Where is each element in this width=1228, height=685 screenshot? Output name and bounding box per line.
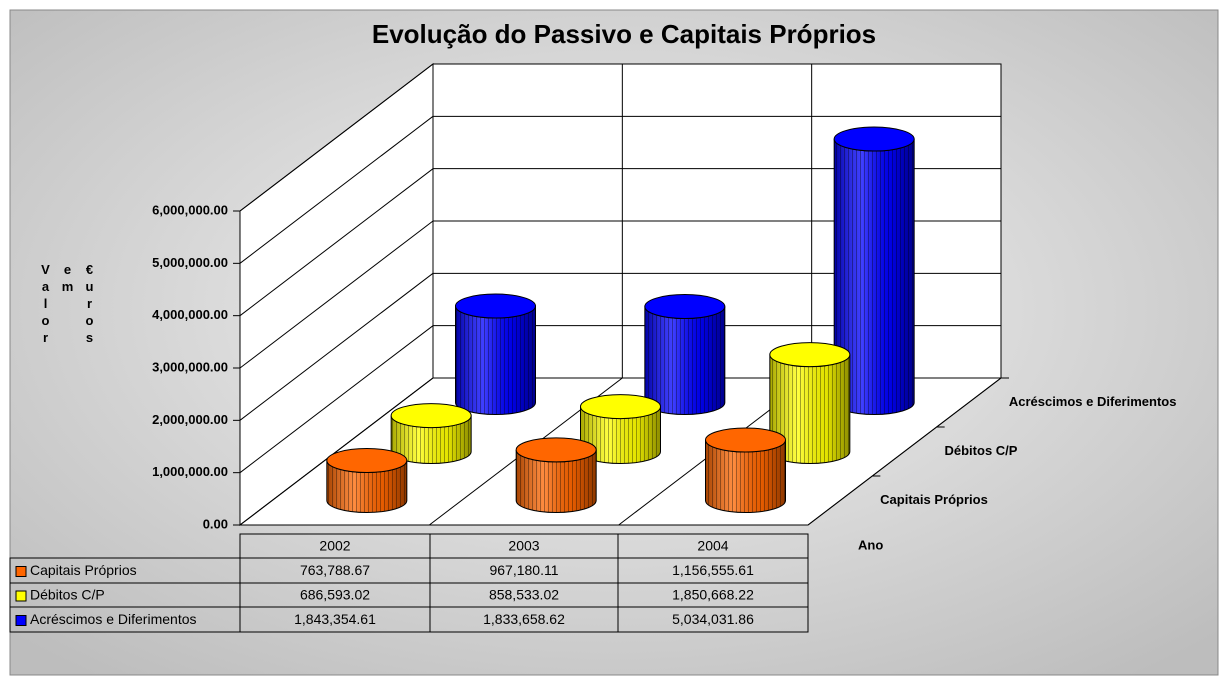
y-tick-label: 5,000,000.00 (152, 255, 228, 270)
x-tick-label: 2003 (508, 538, 539, 554)
y-tick-label: 2,000,000.00 (152, 412, 228, 427)
series-label: Acréscimos e Diferimentos (1009, 394, 1177, 409)
cylinder (390, 403, 472, 464)
legend-swatch (15, 590, 27, 602)
cylinder (455, 293, 536, 415)
grid-line (239, 220, 434, 369)
cylinder (769, 342, 851, 464)
legend-swatch (15, 615, 27, 626)
y-tick-label: 0.00 (203, 516, 228, 531)
legend-label: Débitos C/P (30, 587, 105, 603)
table-cell (617, 606, 809, 633)
cylinder-top (769, 342, 851, 368)
cylinder-top (326, 448, 408, 474)
grid-line (239, 63, 434, 212)
cylinder (644, 294, 726, 415)
grid-line (239, 115, 434, 264)
cylinder (705, 427, 786, 513)
x-tick-label: 2004 (697, 538, 728, 554)
cylinder-top (455, 293, 536, 319)
y-axis-label: Valor em €uros (38, 262, 97, 347)
cylinder-top (390, 403, 472, 429)
grid-line (239, 168, 434, 317)
axis-line (807, 377, 1002, 526)
grid-line (239, 377, 434, 526)
x-tick-label: 2002 (319, 538, 350, 554)
cylinder-top (833, 126, 915, 152)
chart-title: Evolução do Passivo e Capitais Próprios (372, 19, 876, 49)
series-label: Capitais Próprios (880, 492, 988, 507)
table-value: 686,593.02 (300, 587, 370, 603)
cylinder (580, 394, 661, 464)
legend-swatch (15, 566, 27, 577)
cylinder (326, 448, 408, 513)
table-value: 858,533.02 (489, 587, 559, 603)
legend-label: Acréscimos e Diferimentos (30, 611, 197, 627)
table-value: 1,843,354.61 (294, 611, 376, 627)
y-tick-label: 1,000,000.00 (152, 464, 228, 479)
table-value: 1,833,658.62 (483, 611, 565, 627)
x-axis-label: Ano (858, 537, 883, 552)
cylinder-top (515, 437, 597, 463)
series-label: Débitos C/P (945, 443, 1018, 458)
cylinder-stripes (644, 306, 726, 415)
table-value: 763,788.67 (300, 562, 370, 578)
y-tick-label: 4,000,000.00 (152, 307, 228, 322)
cylinder-top (644, 294, 726, 320)
cylinder (833, 126, 915, 415)
table-value: 967,180.11 (489, 562, 558, 578)
cylinder-top (705, 427, 786, 453)
table-value: 1,850,668.22 (672, 587, 754, 603)
cylinder-stripes (455, 305, 536, 415)
y-tick-label: 3,000,000.00 (152, 359, 228, 374)
legend-label: Capitais Próprios (30, 562, 137, 578)
cylinder (515, 437, 597, 513)
grid-line (239, 325, 434, 474)
table-value: 1,156,555.61 (672, 562, 754, 578)
grid-line (239, 272, 434, 421)
cylinder-top (580, 394, 661, 420)
y-tick-label: 6,000,000.00 (152, 202, 228, 217)
table-value: 5,034,031.86 (672, 611, 754, 627)
